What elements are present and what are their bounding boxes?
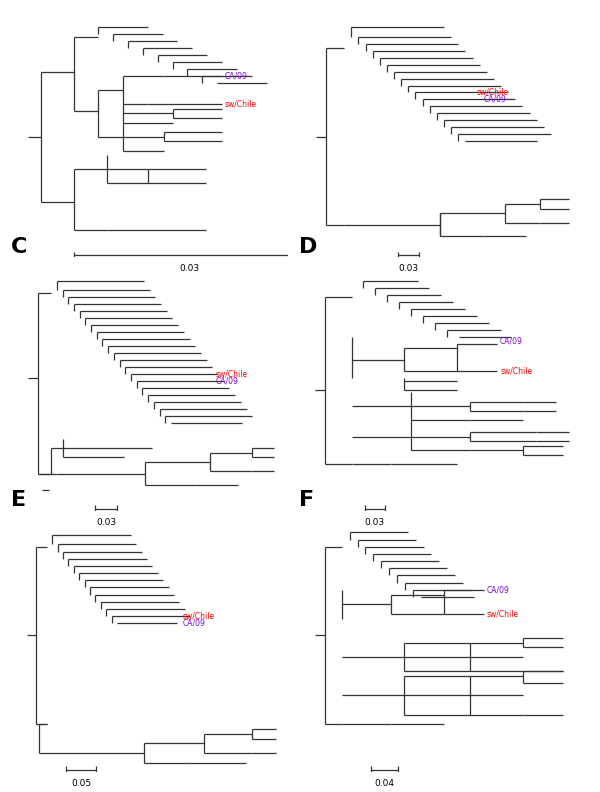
Text: A: A (11, 0, 28, 4)
Text: CA/09: CA/09 (216, 376, 239, 385)
Text: D: D (299, 237, 317, 257)
Text: CA/09: CA/09 (224, 71, 247, 80)
Text: B: B (299, 0, 316, 4)
Text: sw/Chile: sw/Chile (500, 367, 532, 376)
Text: sw/Chile: sw/Chile (224, 100, 257, 109)
Text: CA/09: CA/09 (182, 619, 205, 628)
Text: 0.03: 0.03 (96, 518, 116, 527)
Text: sw/Chile: sw/Chile (182, 611, 215, 621)
Text: sw/Chile: sw/Chile (487, 609, 519, 619)
Text: sw/Chile: sw/Chile (216, 369, 248, 379)
Text: 0.03: 0.03 (398, 265, 418, 273)
Text: 0.04: 0.04 (374, 779, 395, 788)
Text: 0.03: 0.03 (365, 518, 385, 527)
Text: CA/09: CA/09 (500, 337, 523, 346)
Text: CA/09: CA/09 (483, 95, 506, 104)
Text: sw/Chile: sw/Chile (476, 88, 508, 97)
Text: 0.05: 0.05 (71, 779, 91, 788)
Text: CA/09: CA/09 (487, 585, 510, 594)
Text: C: C (11, 237, 27, 257)
Text: E: E (11, 490, 26, 510)
Text: F: F (299, 490, 314, 510)
Text: 0.03: 0.03 (179, 265, 200, 273)
